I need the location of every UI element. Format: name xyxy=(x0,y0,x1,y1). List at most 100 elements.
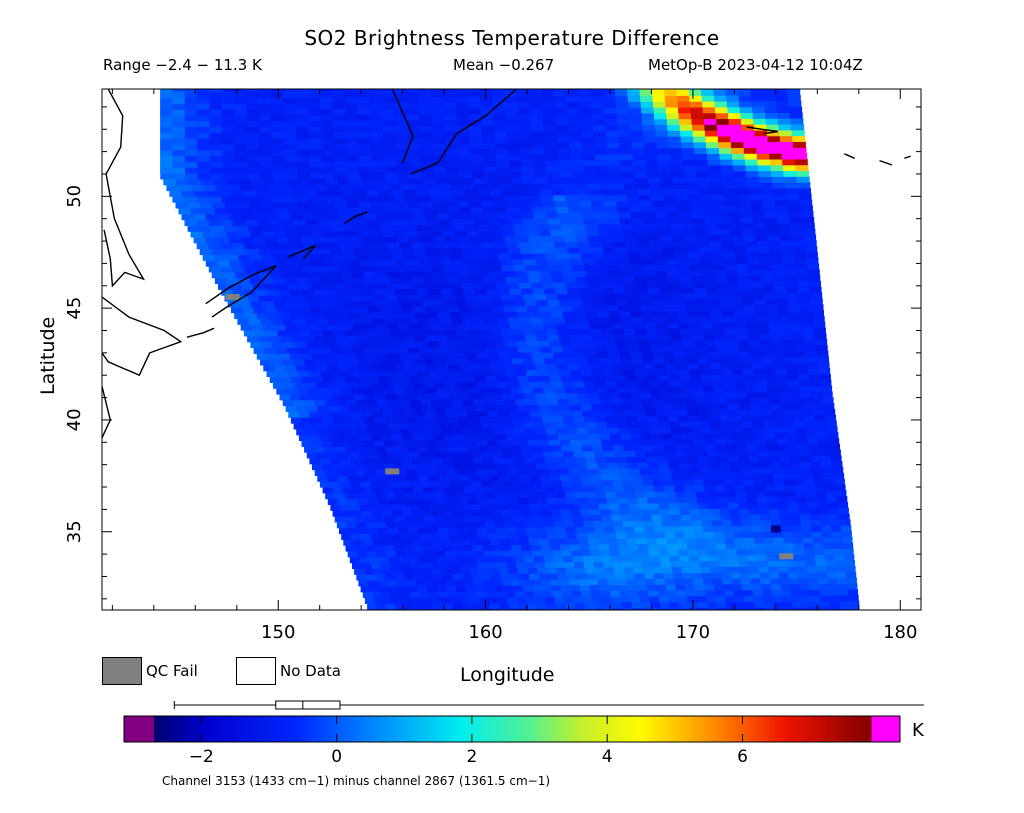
heatmap-cell xyxy=(366,422,378,430)
heatmap-cell xyxy=(710,252,724,259)
heatmap-cell xyxy=(517,107,531,114)
heatmap-cell xyxy=(530,317,543,324)
heatmap-cell xyxy=(581,142,595,149)
heatmap-cell xyxy=(556,124,569,132)
heatmap-cell xyxy=(472,212,486,219)
heatmap-cell xyxy=(607,264,620,271)
heatmap-cell xyxy=(325,236,338,243)
heatmap-cell xyxy=(295,91,309,98)
heatmap-cell xyxy=(794,484,806,491)
heatmap-cell xyxy=(645,409,657,417)
heatmap-cell xyxy=(578,287,591,295)
heatmap-cell xyxy=(806,432,818,439)
heatmap-cell xyxy=(419,294,432,301)
heatmap-cell xyxy=(385,294,398,301)
heatmap-cell xyxy=(707,403,719,410)
heatmap-cell xyxy=(543,247,557,254)
heatmap-cell xyxy=(632,607,642,610)
heatmap-cell xyxy=(683,392,695,399)
heatmap-cell xyxy=(580,439,592,446)
heatmap-cell xyxy=(644,403,656,411)
heatmap-cell xyxy=(408,236,422,243)
heatmap-cell xyxy=(820,455,832,462)
heatmap-cell xyxy=(271,114,285,121)
heatmap-cell xyxy=(663,526,675,533)
heatmap-cell xyxy=(461,282,474,289)
heatmap-cell xyxy=(641,514,652,521)
heatmap-cell xyxy=(234,149,248,156)
heatmap-cell xyxy=(488,259,501,266)
heatmap-cell xyxy=(774,78,787,84)
heatmap-cell xyxy=(349,207,362,214)
heatmap-cell xyxy=(329,387,341,395)
heatmap-cell xyxy=(608,503,620,510)
heatmap-cell xyxy=(697,304,710,312)
heatmap-cell xyxy=(791,234,805,241)
heatmap-cell xyxy=(555,287,568,295)
heatmap-cell xyxy=(818,362,830,369)
heatmap-cell xyxy=(695,293,708,300)
heatmap-cell xyxy=(729,566,740,573)
heatmap-cell xyxy=(698,601,709,608)
heatmap-cell xyxy=(509,626,519,632)
heatmap-cell xyxy=(317,475,328,482)
heatmap-cell xyxy=(370,480,382,488)
heatmap-cell xyxy=(404,515,415,523)
heatmap-cell xyxy=(719,356,731,364)
heatmap-cell xyxy=(731,234,745,242)
heatmap-cell xyxy=(407,445,418,453)
heatmap-cell xyxy=(580,119,594,126)
heatmap-cell xyxy=(320,120,334,127)
heatmap-cell xyxy=(716,124,730,131)
heatmap-cell xyxy=(731,362,743,370)
heatmap-cell xyxy=(498,177,512,184)
heatmap-cell xyxy=(327,475,339,482)
heatmap-cell xyxy=(767,444,779,451)
heatmap-cell xyxy=(460,340,473,348)
heatmap-cell xyxy=(820,595,831,602)
heatmap-cell xyxy=(384,166,398,173)
heatmap-cell xyxy=(358,131,372,138)
heatmap-cell xyxy=(807,502,819,509)
heatmap-cell xyxy=(270,195,284,203)
heatmap-cell xyxy=(544,357,556,365)
heatmap-cell xyxy=(427,498,439,505)
heatmap-cell xyxy=(498,253,511,260)
heatmap-cell xyxy=(375,271,388,278)
heatmap-cell xyxy=(336,335,348,342)
heatmap-cell xyxy=(366,352,379,360)
heatmap-cell xyxy=(712,578,723,585)
heatmap-cell xyxy=(369,102,383,109)
heatmap-cell xyxy=(526,189,540,196)
heatmap-cell xyxy=(738,403,750,410)
heatmap-cell xyxy=(813,408,825,416)
heatmap-cell xyxy=(663,304,676,312)
heatmap-cell xyxy=(831,525,842,532)
heatmap-cell xyxy=(741,118,754,125)
heatmap-cell xyxy=(458,416,470,423)
heatmap-cell xyxy=(695,165,709,172)
heatmap-cell xyxy=(722,316,735,323)
heatmap-cell xyxy=(810,385,822,392)
heatmap-cell xyxy=(491,451,503,458)
heatmap-cell xyxy=(639,72,652,78)
heatmap-cell xyxy=(605,130,619,137)
heatmap-cell xyxy=(616,252,629,260)
heatmap-cell xyxy=(523,421,535,429)
heatmap-cell xyxy=(231,306,243,314)
heatmap-cell xyxy=(690,269,703,277)
heatmap-cell xyxy=(659,508,671,515)
heatmap-cell xyxy=(697,357,709,364)
heatmap-cell xyxy=(553,590,564,597)
heatmap-cell xyxy=(699,508,710,515)
heatmap-cell xyxy=(431,102,445,109)
heatmap-cell xyxy=(358,358,370,366)
heatmap-cell xyxy=(744,240,758,247)
heatmap-cell xyxy=(507,346,519,353)
heatmap-cell xyxy=(394,288,407,295)
heatmap-cell xyxy=(297,254,310,261)
heatmap-cell xyxy=(765,112,778,119)
heatmap-cell xyxy=(725,78,738,84)
heatmap-cell xyxy=(542,515,553,522)
heatmap-cell xyxy=(798,379,810,387)
